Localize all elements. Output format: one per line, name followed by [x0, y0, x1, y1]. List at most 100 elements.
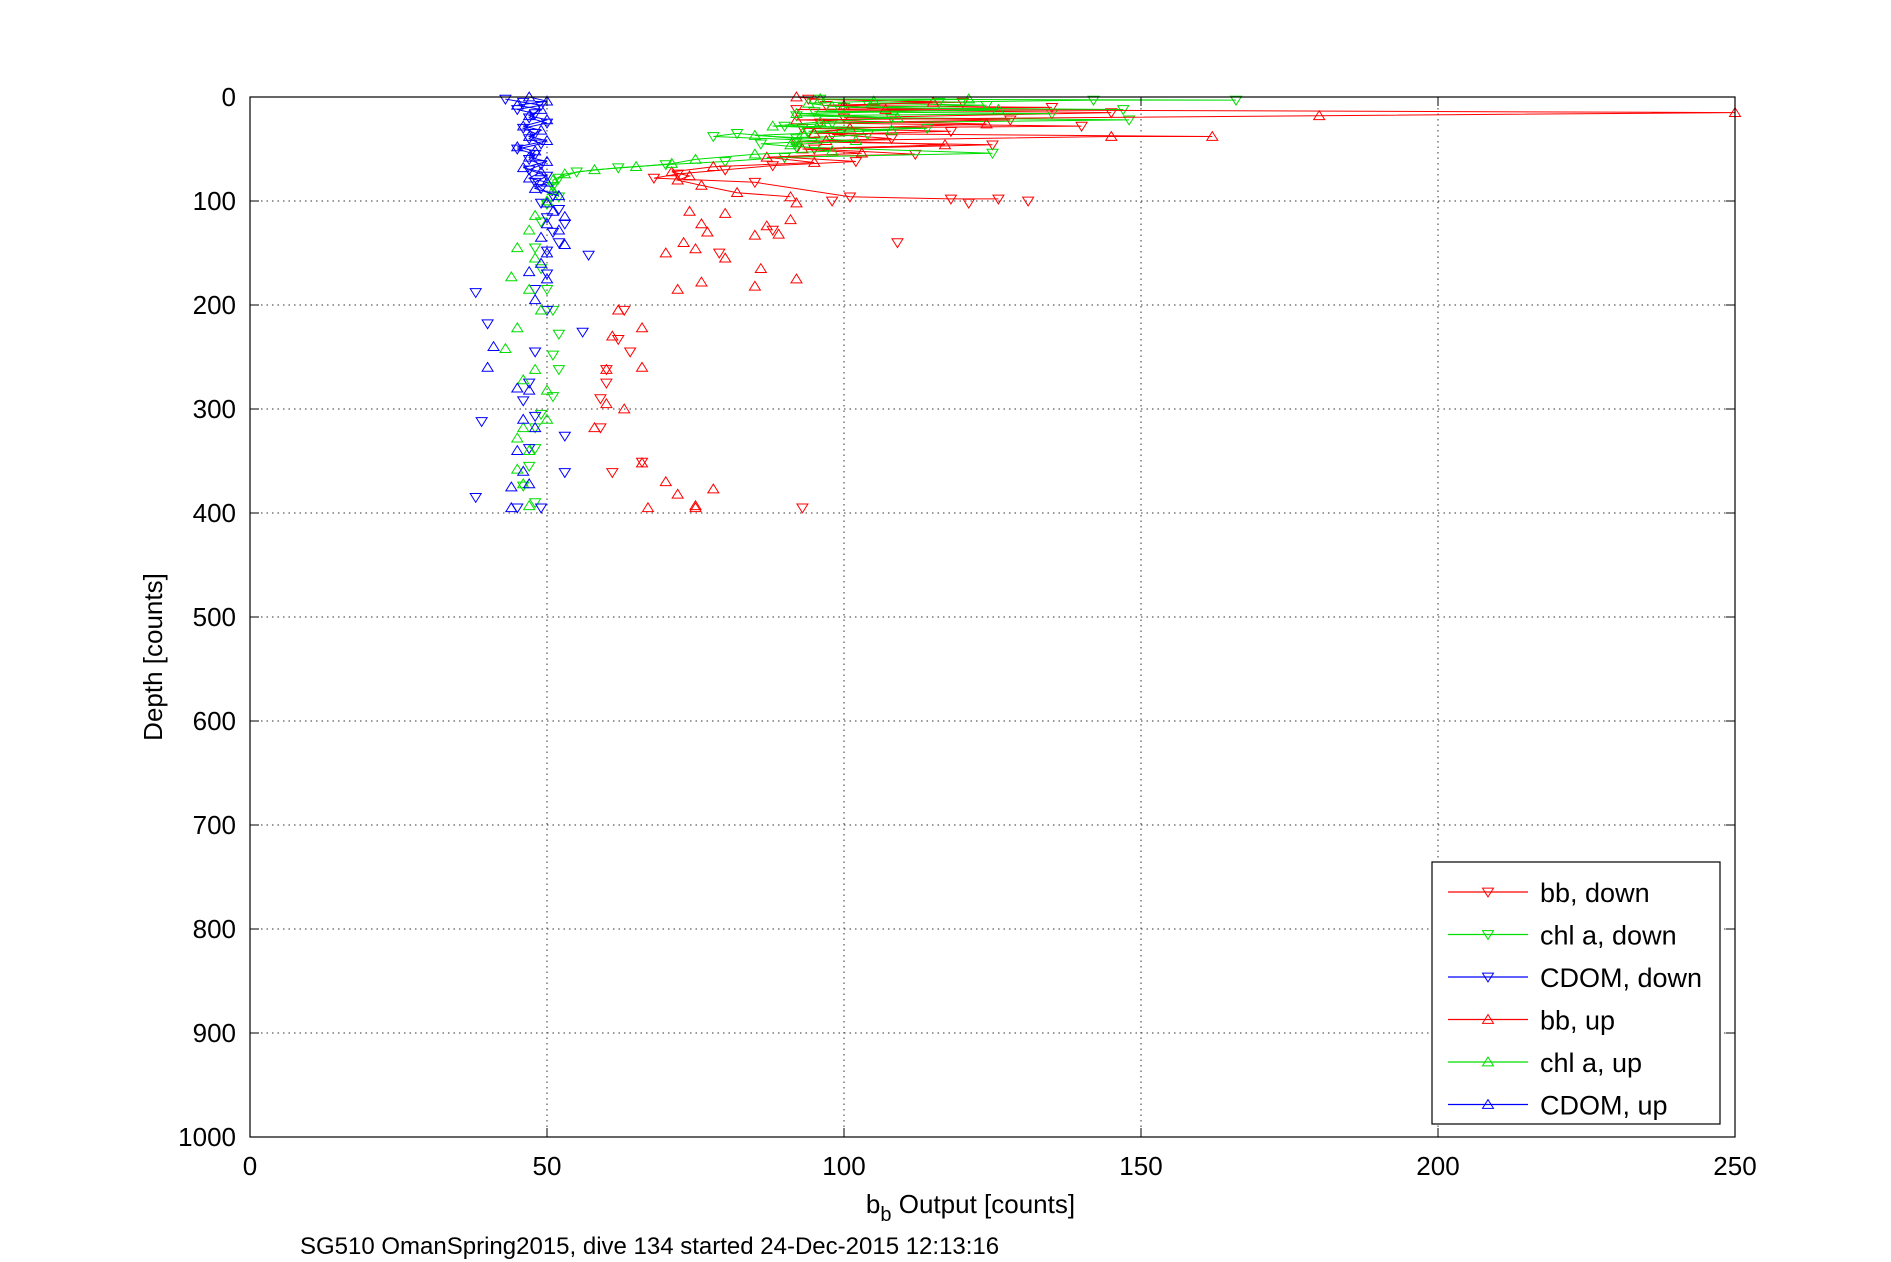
data-point	[837, 113, 851, 124]
data-point	[522, 155, 536, 166]
data-point	[516, 97, 530, 109]
data-point	[885, 124, 898, 135]
legend-marker	[1481, 1098, 1495, 1109]
data-point	[522, 444, 536, 455]
data-point	[599, 397, 613, 409]
data-point	[528, 347, 542, 358]
data-point	[1075, 121, 1089, 133]
data-point	[540, 269, 554, 280]
data-point	[938, 138, 952, 150]
data-point	[534, 103, 548, 114]
data-point	[528, 182, 542, 193]
data-point	[522, 130, 536, 141]
data-point	[546, 174, 560, 185]
series-layer	[469, 91, 1742, 514]
data-point	[534, 257, 548, 268]
data-point	[986, 148, 999, 160]
data-point	[534, 503, 548, 514]
data-point	[504, 481, 518, 492]
data-point	[516, 413, 530, 424]
data-point	[582, 250, 595, 261]
data-point	[510, 382, 524, 393]
data-point	[510, 241, 524, 253]
series-chl-a-up	[499, 93, 1005, 511]
data-point	[611, 304, 625, 315]
data-point	[576, 327, 590, 338]
legend-item: CDOM, up	[1448, 1091, 1668, 1121]
data-point	[992, 194, 1005, 205]
data-point	[748, 229, 762, 240]
data-point	[926, 96, 940, 107]
data-point	[487, 340, 500, 351]
data-point	[528, 293, 542, 305]
data-point	[790, 197, 803, 208]
data-point	[1104, 130, 1118, 141]
data-point	[599, 378, 613, 389]
data-point	[689, 501, 702, 513]
data-point	[546, 392, 560, 403]
data-point	[528, 243, 542, 254]
data-point	[790, 142, 803, 153]
data-point	[683, 205, 696, 216]
data-point	[766, 161, 780, 172]
data-point	[552, 192, 566, 203]
data-point	[534, 409, 548, 421]
data-point	[825, 100, 839, 111]
data-point	[837, 99, 851, 110]
data-point	[558, 468, 572, 479]
data-point	[748, 177, 762, 189]
x-tick-label: 150	[1119, 1151, 1162, 1181]
data-point	[706, 483, 720, 494]
data-point	[1104, 108, 1118, 119]
data-point	[801, 94, 815, 105]
data-point	[843, 192, 857, 203]
data-point	[534, 217, 548, 228]
data-point	[962, 198, 976, 209]
x-axis-label-main: b	[866, 1189, 880, 1219]
data-point	[760, 220, 774, 231]
data-point	[546, 205, 560, 216]
data-point	[1087, 95, 1100, 107]
data-point	[796, 503, 809, 514]
axes	[249, 96, 1736, 1138]
y-tick-label: 500	[193, 602, 236, 632]
data-point	[599, 365, 613, 376]
data-point	[522, 283, 536, 294]
data-point	[552, 329, 566, 341]
data-point	[605, 330, 619, 341]
data-point	[944, 194, 958, 205]
data-point	[1229, 95, 1243, 107]
data-point	[748, 129, 762, 140]
data-point	[641, 501, 655, 513]
y-tick-label: 1000	[178, 1122, 236, 1152]
legend-label: chl a, up	[1540, 1048, 1642, 1078]
data-point	[1122, 115, 1136, 126]
y-tick-label: 900	[193, 1018, 236, 1048]
data-point	[540, 213, 554, 224]
data-point	[790, 273, 803, 284]
data-point	[790, 111, 803, 122]
data-point	[796, 123, 809, 135]
data-point	[659, 247, 673, 258]
data-point	[671, 174, 685, 185]
data-point	[546, 227, 560, 239]
data-point	[534, 264, 548, 275]
data-point	[807, 107, 821, 118]
y-tick-label: 400	[193, 498, 236, 528]
data-point	[891, 238, 904, 249]
data-point	[516, 120, 530, 131]
data-point	[980, 118, 993, 129]
grid	[250, 97, 1735, 1137]
data-point	[558, 168, 572, 179]
data-point	[748, 148, 762, 159]
data-point	[528, 177, 542, 189]
data-point	[1045, 103, 1059, 114]
data-point	[635, 321, 649, 333]
x-tick-label: 200	[1416, 1151, 1459, 1181]
x-axis-label-subscript: b	[880, 1204, 891, 1226]
data-point	[469, 288, 483, 299]
data-point	[540, 217, 554, 229]
data-point	[599, 363, 613, 374]
y-tick-label: 600	[193, 706, 236, 736]
